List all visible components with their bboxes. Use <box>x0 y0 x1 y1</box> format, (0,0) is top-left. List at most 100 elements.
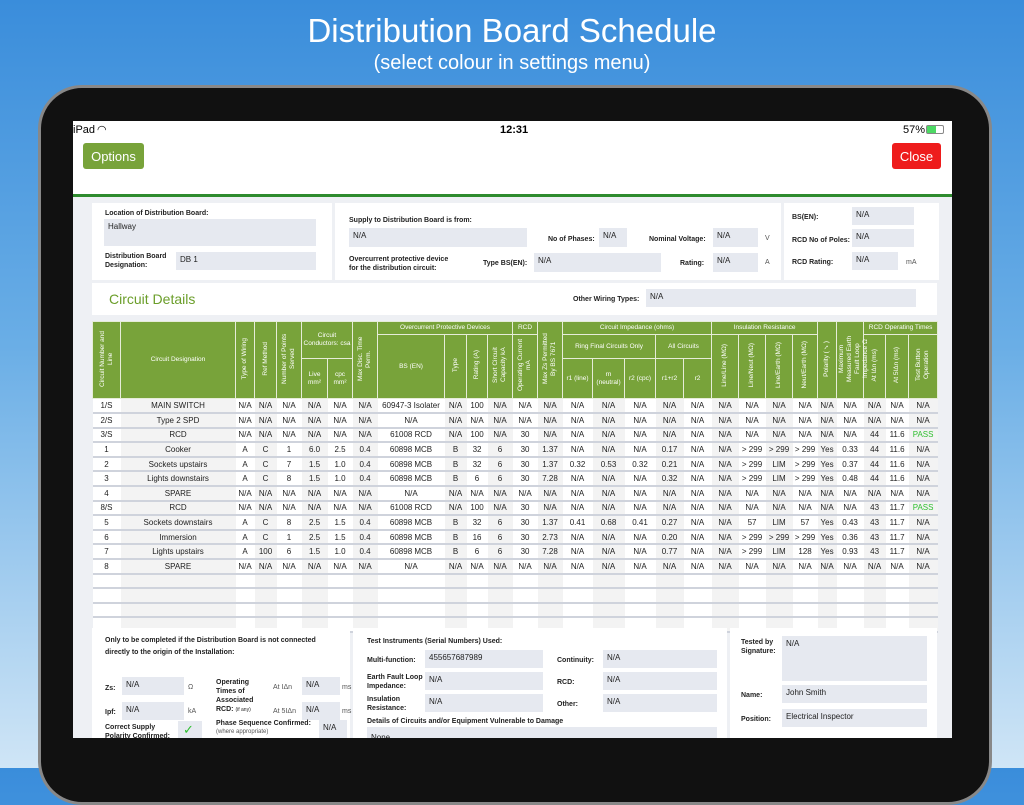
table-cell[interactable]: N/A <box>592 544 625 561</box>
supply-field[interactable]: N/A <box>349 228 527 247</box>
table-cell[interactable]: N/A <box>487 427 513 444</box>
table-cell[interactable]: N/A <box>683 456 712 473</box>
table-cell[interactable]: N/A <box>711 486 739 502</box>
table-cell[interactable] <box>276 602 302 619</box>
table-cell[interactable]: N/A <box>765 398 793 415</box>
table-cell[interactable]: LIM <box>765 456 793 473</box>
table-cell[interactable]: N/A <box>235 500 255 517</box>
table-cell[interactable]: 2.5 <box>301 529 328 546</box>
table-cell[interactable]: 11.7 <box>885 544 909 561</box>
table-cell[interactable]: 5 <box>92 515 121 531</box>
table-cell[interactable] <box>537 602 563 619</box>
table-cell[interactable]: 100 <box>466 398 488 415</box>
table-cell[interactable]: 60898 MCB <box>377 442 445 458</box>
table-cell[interactable]: N/A <box>592 413 625 429</box>
table-cell[interactable] <box>301 588 328 604</box>
table-cell[interactable]: 43 <box>863 515 886 531</box>
table-cell[interactable]: 100 <box>254 544 277 561</box>
table-cell[interactable]: 11.6 <box>885 442 909 458</box>
table-cell[interactable]: N/A <box>683 486 712 502</box>
location-field[interactable]: Hallway <box>104 219 316 246</box>
table-cell[interactable]: N/A <box>235 398 255 415</box>
voltage-field[interactable]: N/A <box>713 228 758 247</box>
table-cell[interactable] <box>817 573 837 590</box>
table-cell[interactable]: Lights upstairs <box>120 544 236 561</box>
table-cell[interactable]: N/A <box>655 427 684 444</box>
table-cell[interactable]: 100 <box>466 427 488 444</box>
vulnerable-field[interactable]: None <box>367 727 717 738</box>
table-cell[interactable]: A <box>235 456 255 473</box>
table-cell[interactable]: PASS <box>908 427 938 444</box>
table-cell[interactable]: N/A <box>908 442 938 458</box>
table-cell[interactable]: Yes <box>817 544 837 561</box>
table-cell[interactable]: > 299 <box>765 442 793 458</box>
table-cell[interactable] <box>254 588 277 604</box>
table-cell[interactable]: 60898 MCB <box>377 456 445 473</box>
ins-field[interactable]: N/A <box>425 694 543 712</box>
table-cell[interactable]: N/A <box>711 456 739 473</box>
bs-field[interactable]: N/A <box>852 207 914 225</box>
table-cell[interactable] <box>885 602 909 619</box>
table-cell[interactable] <box>327 573 353 590</box>
table-cell[interactable]: 43 <box>863 500 886 517</box>
table-cell[interactable]: 0.4 <box>352 456 378 473</box>
table-cell[interactable] <box>765 602 793 619</box>
type-field[interactable]: N/A <box>534 253 661 272</box>
table-cell[interactable]: 2.5 <box>327 442 353 458</box>
table-cell[interactable]: 7 <box>92 544 121 561</box>
table-cell[interactable]: 0.32 <box>624 456 656 473</box>
table-cell[interactable]: N/A <box>301 398 328 415</box>
table-cell[interactable]: C <box>254 515 277 531</box>
table-cell[interactable] <box>466 588 488 604</box>
table-cell[interactable]: N/A <box>817 486 837 502</box>
table-cell[interactable]: 0.4 <box>352 515 378 531</box>
table-cell[interactable]: N/A <box>235 559 255 575</box>
table-cell[interactable]: 0.21 <box>655 456 684 473</box>
phases-field[interactable]: N/A <box>599 228 627 247</box>
table-cell[interactable]: N/A <box>765 559 793 575</box>
table-cell[interactable]: N/A <box>254 398 277 415</box>
table-cell[interactable]: 1.5 <box>301 471 328 488</box>
table-cell[interactable] <box>327 588 353 604</box>
table-cell[interactable]: N/A <box>562 442 593 458</box>
table-cell[interactable] <box>908 588 938 604</box>
table-cell[interactable]: N/A <box>836 427 864 444</box>
table-cell[interactable]: > 299 <box>792 442 818 458</box>
table-cell[interactable] <box>711 573 739 590</box>
table-cell[interactable]: A <box>235 471 255 488</box>
table-cell[interactable]: N/A <box>444 500 467 517</box>
table-row[interactable]: 3/S RCD N/A N/A N/A N/A N/A N/A 61008 RCD N/A 100 N… <box>92 427 938 444</box>
table-cell[interactable] <box>683 573 712 590</box>
table-cell[interactable]: > 299 <box>792 456 818 473</box>
table-cell[interactable]: N/A <box>537 559 563 575</box>
table-cell[interactable] <box>655 602 684 619</box>
table-cell[interactable]: N/A <box>792 486 818 502</box>
table-cell[interactable]: N/A <box>276 559 302 575</box>
table-cell[interactable] <box>92 602 121 619</box>
table-cell[interactable] <box>301 573 328 590</box>
table-cell[interactable]: N/A <box>711 442 739 458</box>
table-cell[interactable]: N/A <box>254 486 277 502</box>
close-button[interactable]: Close <box>892 143 941 169</box>
table-cell[interactable] <box>562 573 593 590</box>
table-cell[interactable] <box>817 588 837 604</box>
table-row[interactable]: 7 Lights upstairs A 100 6 1.5 1.0 0.4 60898 MCB B… <box>92 544 938 561</box>
empty-table-row[interactable] <box>92 573 938 590</box>
table-cell[interactable]: SPARE <box>120 486 236 502</box>
table-cell[interactable] <box>352 588 378 604</box>
table-cell[interactable]: N/A <box>908 529 938 546</box>
table-cell[interactable] <box>512 573 538 590</box>
table-cell[interactable]: Yes <box>817 442 837 458</box>
table-cell[interactable]: 100 <box>466 500 488 517</box>
table-cell[interactable]: 0.41 <box>562 515 593 531</box>
table-cell[interactable]: N/A <box>592 529 625 546</box>
table-cell[interactable]: 44 <box>863 427 886 444</box>
table-cell[interactable]: N/A <box>327 413 353 429</box>
table-cell[interactable]: N/A <box>466 486 488 502</box>
table-cell[interactable]: N/A <box>738 486 766 502</box>
table-cell[interactable]: 30 <box>512 456 538 473</box>
table-cell[interactable]: 44 <box>863 456 886 473</box>
table-cell[interactable] <box>738 588 766 604</box>
table-cell[interactable]: 1.37 <box>537 442 563 458</box>
table-row[interactable]: 4 SPARE N/A N/A N/A N/A N/A N/A N/A N/A N/A N/A N/A N… <box>92 486 938 502</box>
